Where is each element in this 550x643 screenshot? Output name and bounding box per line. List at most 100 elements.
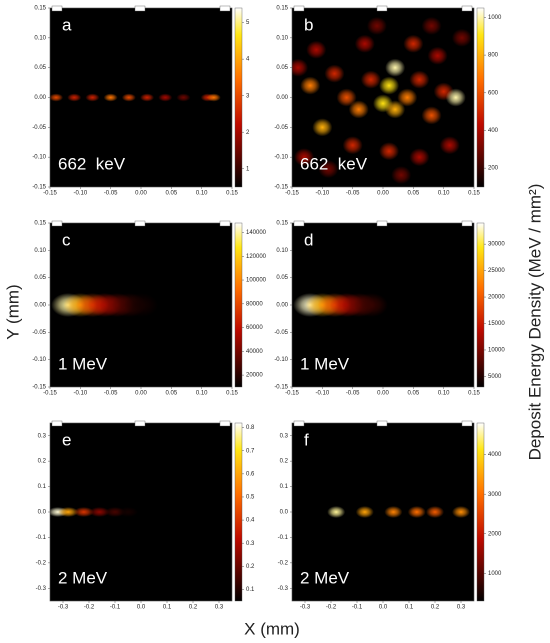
hotspot [354,34,375,53]
x-tick-label: 0.0 [379,605,388,611]
y-tick-label: 0.2 [38,459,47,465]
hotspot [140,93,155,102]
colorbar-tick-label: 80000 [246,301,263,307]
x-tick-label: -0.1 [352,605,363,611]
x-tick-label: 0.2 [189,605,198,611]
y-tick-label: 0.10 [276,248,288,254]
hotspot [58,507,79,517]
header-tag [376,5,388,12]
colorbar [234,7,243,188]
x-tick-label: 0.3 [457,605,466,611]
hotspot [121,93,136,102]
y-tick-label: 0.05 [276,65,288,71]
y-tick-label: 0.3 [38,433,47,439]
colorbar-tick-label: 20000 [246,373,263,379]
y-tick-label: 0.10 [34,248,46,254]
y-tick-label: -0.3 [36,586,47,592]
x-tick-label: 0.10 [196,191,208,197]
x-tick-label: 0.10 [438,391,450,397]
hotspot [421,16,442,35]
heatmap [327,506,470,518]
x-tick-label: 0.15 [226,191,238,197]
hotspot [384,506,403,518]
x-tick-label: 0.05 [165,191,177,197]
colorbar-tick-label: 600 [488,90,499,96]
hotspot [409,70,430,89]
y-tick-label: -0.10 [274,357,288,363]
y-tick-label: 0.00 [276,95,288,101]
hotspot [353,293,388,317]
header-tag [51,220,63,227]
colorbar-tick-label: 4000 [488,452,502,458]
hotspot [118,507,138,517]
colorbar-tick-label: 5 [246,20,250,26]
x-tick-label: 0.05 [407,191,419,197]
hotspot [403,34,424,53]
colorbar-tick-label: 1 [246,166,250,172]
hotspot [124,293,158,317]
x-tick-label: -0.05 [346,391,360,397]
energy-label: 1 MeV [300,354,350,373]
y-tick-label: 0.15 [34,221,46,227]
y-tick-label: 0.00 [34,95,46,101]
colorbar-tick-label: 20000 [488,295,505,301]
colorbar [234,422,243,602]
header-tag [134,220,146,227]
x-tick-label: 0.00 [377,391,389,397]
y-tick-label: 0.05 [34,275,46,281]
panel: -0.3 -0.2 -0.1 0.0 0.1 0.2 0.3 -0.3 -0.2 -0.1 0.0 0… [278,420,502,611]
y-tick-label: -0.2 [36,560,47,566]
panel: -0.15 -0.10 -0.05 0.00 0.05 0.10 0.15 -0.15 -0.1… [32,221,266,397]
x-tick-label: 0.15 [226,391,238,397]
colorbar-tick-label: 4 [246,57,250,63]
x-axis-label: X (mm) [244,619,300,638]
y-tick-label: 0.15 [276,6,288,12]
header-tag [293,5,305,12]
x-tick-label: -0.3 [58,605,69,611]
colorbar [476,222,485,388]
header-tag [461,220,473,227]
hotspot [103,93,118,102]
y-tick-label: -0.1 [278,535,289,541]
y-tick-label: 0.0 [38,510,47,516]
hotspot [439,136,460,155]
hotspot [348,100,369,119]
colorbar [476,422,485,602]
y-tick-label: 0.1 [280,484,289,490]
hotspot [306,40,327,59]
hotspot [445,88,466,107]
header-tag [376,420,388,427]
x-tick-label: 0.1 [405,605,414,611]
colorbar-tick-label: 0.5 [246,495,255,501]
x-tick-label: -0.2 [326,605,337,611]
x-tick-label: -0.10 [315,391,329,397]
colorbar-tick-label: 5000 [488,374,502,380]
x-tick-label: 0.15 [468,191,480,197]
energy-label: 662 keV [300,154,368,173]
hotspot [451,28,472,47]
x-tick-label: -0.15 [43,191,57,197]
colorbar-tick-label: 800 [488,53,499,59]
y-tick-label: -0.2 [278,560,289,566]
hotspot [421,106,442,125]
y-tick-label: 0.1 [38,484,47,490]
colorbar-tick-label: 0.6 [246,471,255,477]
energy-label: 2 MeV [300,568,350,587]
hotspot [426,506,444,518]
x-tick-label: 0.00 [135,391,147,397]
colorbar [234,222,243,388]
header-tag [376,220,388,227]
x-tick-label: 0.10 [196,391,208,397]
x-tick-label: 0.00 [135,191,147,197]
panel-letter: e [62,430,71,449]
colorbar-tick-label: 200 [488,166,499,172]
y-tick-label: -0.3 [278,586,289,592]
y-tick-label: -0.05 [32,330,46,336]
colorbar-tick-label: 2000 [488,531,502,537]
hotspot [385,100,406,119]
y-axis-label: Y (mm) [3,284,22,339]
x-tick-label: -0.2 [84,605,95,611]
panel: -0.15 -0.10 -0.05 0.00 0.05 0.10 0.15 -0.15 -0.1… [274,221,505,397]
colorbar-tick-label: 60000 [246,325,263,331]
